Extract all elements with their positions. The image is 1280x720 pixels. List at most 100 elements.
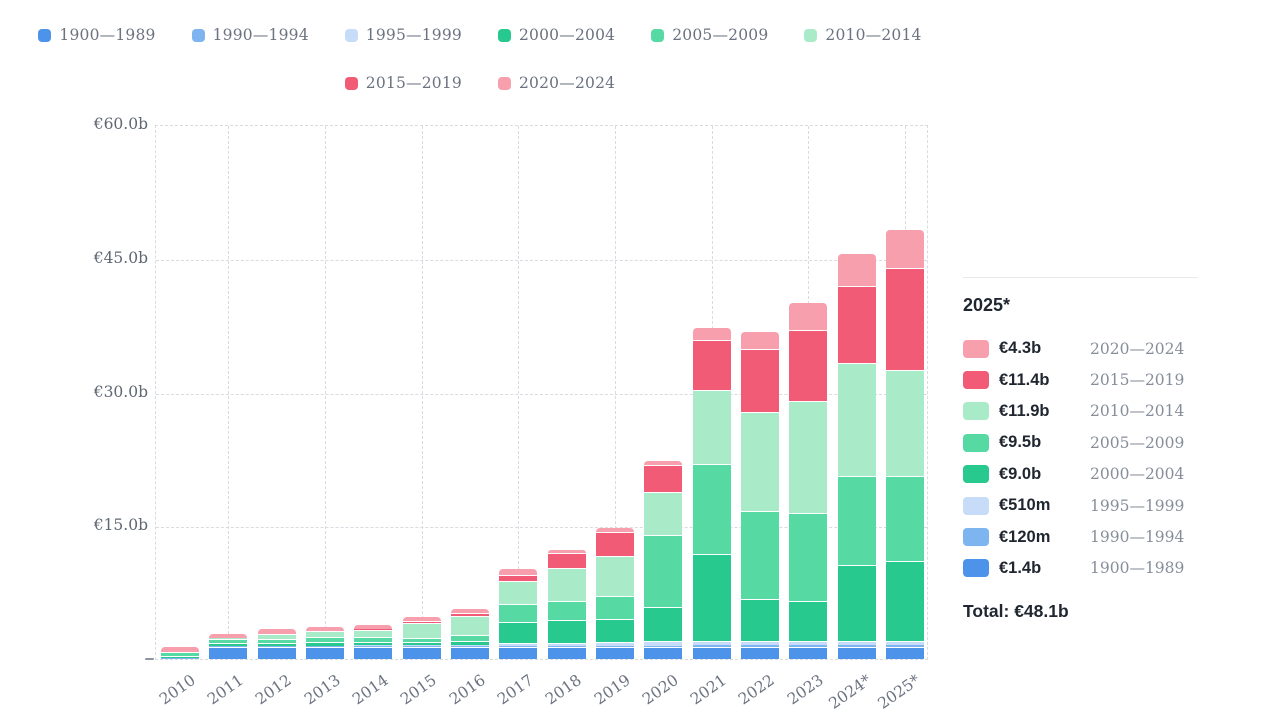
bar-2017[interactable] (499, 569, 538, 659)
bar-segment-1990-1994[interactable] (789, 645, 828, 647)
legend-item-2005-2009[interactable]: 2005—2009 (651, 26, 768, 44)
bar-segment-1995-1999[interactable] (306, 645, 345, 647)
bar-segment-1990-1994[interactable] (499, 645, 538, 647)
bar-segment-2010-2014[interactable] (885, 369, 924, 476)
legend-item-2000-2004[interactable]: 2000—2004 (498, 26, 615, 44)
bar-2015[interactable] (402, 617, 441, 659)
bar-segment-2005-2009[interactable] (402, 637, 441, 643)
bar-segment-2010-2014[interactable] (499, 581, 538, 605)
bar-segment-2010-2014[interactable] (789, 400, 828, 513)
bar-segment-2005-2009[interactable] (354, 637, 393, 643)
bar-segment-2000-2004[interactable] (402, 642, 441, 646)
bar-segment-2015-2019[interactable] (644, 464, 683, 493)
bar-2021[interactable] (692, 328, 731, 659)
bar-segment-1900-1989[interactable] (499, 646, 538, 659)
legend-item-2010-2014[interactable]: 2010—2014 (804, 26, 921, 44)
bar-segment-2015-2019[interactable] (740, 349, 779, 413)
bar-2010[interactable] (161, 647, 200, 659)
bar-2013[interactable] (306, 626, 345, 659)
bar-segment-1900-1989[interactable] (740, 646, 779, 659)
bar-segment-1900-1989[interactable] (257, 646, 296, 659)
legend-item-1990-1994[interactable]: 1990—1994 (191, 26, 309, 44)
bar-segment-2000-2004[interactable] (885, 560, 924, 641)
bar-segment-2000-2004[interactable] (209, 643, 248, 646)
bar-2011[interactable] (209, 633, 248, 659)
bar-segment-2000-2004[interactable] (354, 642, 393, 646)
bar-segment-2020-2024[interactable] (306, 626, 345, 632)
bar-segment-2005-2009[interactable] (740, 511, 779, 600)
bar-segment-2005-2009[interactable] (306, 637, 345, 643)
bar-segment-2020-2024[interactable] (885, 229, 924, 269)
bar-segment-1995-1999[interactable] (595, 642, 634, 646)
bar-2023[interactable] (789, 302, 828, 659)
bar-segment-2005-2009[interactable] (161, 651, 200, 656)
bar-2020[interactable] (644, 461, 683, 659)
bar-segment-1900-1989[interactable] (354, 646, 393, 659)
bar-segment-1900-1989[interactable] (547, 646, 586, 659)
bar-segment-1900-1989[interactable] (209, 646, 248, 659)
bar-segment-2015-2019[interactable] (451, 612, 490, 617)
bar-segment-2010-2014[interactable] (547, 567, 586, 601)
bar-2022[interactable] (740, 332, 779, 659)
bar-segment-2020-2024[interactable] (451, 609, 490, 613)
bar-segment-2010-2014[interactable] (354, 629, 393, 638)
bar-segment-1900-1989[interactable] (644, 646, 683, 659)
bar-segment-2000-2004[interactable] (306, 642, 345, 646)
bar-segment-2010-2014[interactable] (595, 556, 634, 597)
bar-segment-1995-1999[interactable] (885, 640, 924, 646)
bar-segment-1995-1999[interactable] (740, 641, 779, 646)
bar-segment-2020-2024[interactable] (499, 569, 538, 575)
bar-segment-2015-2019[interactable] (499, 574, 538, 582)
bar-segment-1995-1999[interactable] (402, 645, 441, 647)
bar-segment-2020-2024[interactable] (644, 461, 683, 465)
bar-segment-2010-2014[interactable] (740, 412, 779, 512)
bar-2012[interactable] (257, 629, 296, 659)
bar-segment-2020-2024[interactable] (354, 625, 393, 630)
bar-segment-2005-2009[interactable] (789, 512, 828, 601)
bar-segment-2005-2009[interactable] (692, 464, 731, 554)
bar-segment-1995-1999[interactable] (692, 641, 731, 646)
bar-segment-2015-2019[interactable] (837, 285, 876, 363)
bar-segment-2000-2004[interactable] (644, 607, 683, 642)
bar-segment-1990-1994[interactable] (692, 645, 731, 647)
bar-segment-2015-2019[interactable] (692, 340, 731, 390)
bar-segment-2000-2004[interactable] (257, 642, 296, 646)
bar-segment-2015-2019[interactable] (547, 553, 586, 568)
legend-item-1900-1989[interactable]: 1900—1989 (38, 26, 155, 44)
bar-segment-2005-2009[interactable] (885, 475, 924, 561)
bar-segment-2020-2024[interactable] (692, 328, 731, 341)
bar-segment-1995-1999[interactable] (547, 642, 586, 646)
bar-segment-2005-2009[interactable] (257, 638, 296, 643)
bar-segment-2000-2004[interactable] (692, 553, 731, 642)
bar-segment-1900-1989[interactable] (789, 646, 828, 659)
bar-segment-2005-2009[interactable] (644, 535, 683, 608)
bar-segment-1995-1999[interactable] (354, 645, 393, 647)
legend-item-1995-1999[interactable]: 1995—1999 (344, 26, 462, 44)
bar-segment-2020-2024[interactable] (789, 302, 828, 331)
bar-segment-1995-1999[interactable] (451, 645, 490, 647)
bar-segment-2010-2014[interactable] (692, 390, 731, 464)
bar-segment-2005-2009[interactable] (547, 600, 586, 621)
bar-segment-2005-2009[interactable] (451, 634, 490, 641)
bar-segment-2020-2024[interactable] (402, 617, 441, 621)
bar-segment-2000-2004[interactable] (499, 621, 538, 644)
bar-2019[interactable] (595, 528, 634, 659)
bar-segment-2020-2024[interactable] (740, 332, 779, 350)
bar-segment-2015-2019[interactable] (595, 532, 634, 557)
bar-segment-2010-2014[interactable] (306, 631, 345, 638)
bar-segment-1900-1989[interactable] (402, 646, 441, 659)
bar-segment-2000-2004[interactable] (451, 641, 490, 646)
bar-segment-1990-1994[interactable] (644, 645, 683, 647)
bar-segment-1990-1994[interactable] (885, 645, 924, 647)
bar-segment-1900-1989[interactable] (837, 646, 876, 659)
bar-segment-1995-1999[interactable] (644, 641, 683, 646)
bar-segment-2020-2024[interactable] (547, 549, 586, 554)
bar-segment-2010-2014[interactable] (402, 623, 441, 638)
bar-segment-1995-1999[interactable] (789, 641, 828, 646)
bar-segment-1900-1989[interactable] (885, 646, 924, 659)
bar-segment-2020-2024[interactable] (837, 254, 876, 286)
bar-segment-2010-2014[interactable] (209, 638, 248, 640)
bar-segment-2020-2024[interactable] (161, 647, 200, 652)
bar-segment-1900-1989[interactable] (595, 646, 634, 659)
bar-segment-1900-1989[interactable] (692, 646, 731, 659)
